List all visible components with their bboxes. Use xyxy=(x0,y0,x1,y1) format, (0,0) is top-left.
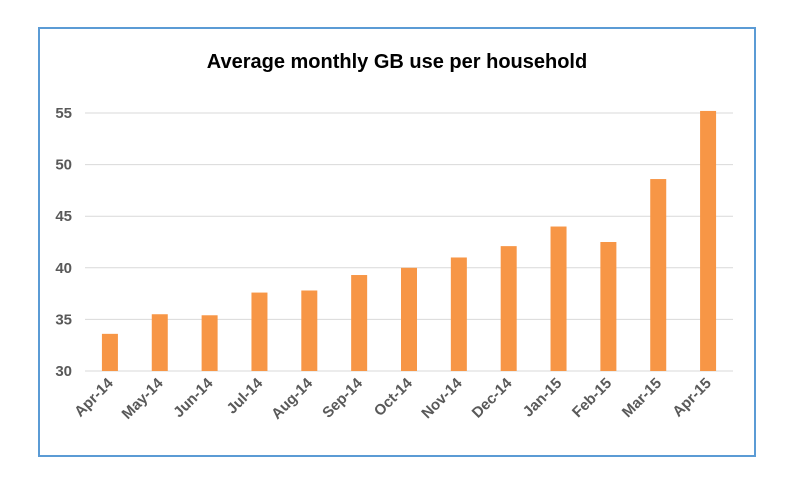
bar xyxy=(700,110,717,371)
y-tick-label: 30 xyxy=(55,363,72,380)
bar xyxy=(351,275,368,371)
bar xyxy=(101,333,118,371)
x-tick-label: Jan-15 xyxy=(520,375,566,421)
x-tick-label: May-14 xyxy=(119,374,167,422)
bar xyxy=(301,290,318,371)
chart-frame xyxy=(38,27,756,457)
x-tick-label: Mar-15 xyxy=(619,375,665,421)
bar xyxy=(251,292,268,371)
y-tick-label: 50 xyxy=(55,157,72,174)
gridlines xyxy=(85,112,733,372)
bars xyxy=(101,110,717,371)
x-tick-label: Feb-15 xyxy=(569,375,615,421)
bar xyxy=(450,257,467,371)
x-tick-label: Jul-14 xyxy=(224,374,267,417)
y-tick-label: 40 xyxy=(55,260,72,277)
bar xyxy=(650,179,667,371)
bar xyxy=(600,242,617,371)
bar xyxy=(550,226,567,371)
y-tick-label: 55 xyxy=(55,105,72,122)
x-tick-label: Oct-14 xyxy=(371,374,416,419)
x-tick-label: Jun-14 xyxy=(170,374,217,421)
bar xyxy=(401,267,417,371)
x-tick-label: Apr-14 xyxy=(71,374,117,420)
x-axis-ticks: Apr-14 May-14 Jun-14 Jul-14 Aug-14 Sep-14 Oct-… xyxy=(71,374,715,422)
x-tick-label: Apr-15 xyxy=(669,375,715,421)
bar xyxy=(151,314,168,371)
x-tick-label: Dec-14 xyxy=(469,374,516,421)
bar xyxy=(201,315,218,371)
y-axis-ticks: 30 35 40 45 50 55 xyxy=(55,105,72,380)
x-tick-label: Sep-14 xyxy=(319,374,366,421)
x-tick-label: Aug-14 xyxy=(268,374,316,422)
bar xyxy=(500,246,517,371)
x-tick-label: Nov-14 xyxy=(418,374,466,422)
y-tick-label: 35 xyxy=(55,311,72,328)
chart-title: Average monthly GB use per household xyxy=(207,51,587,73)
y-tick-label: 45 xyxy=(55,208,72,225)
